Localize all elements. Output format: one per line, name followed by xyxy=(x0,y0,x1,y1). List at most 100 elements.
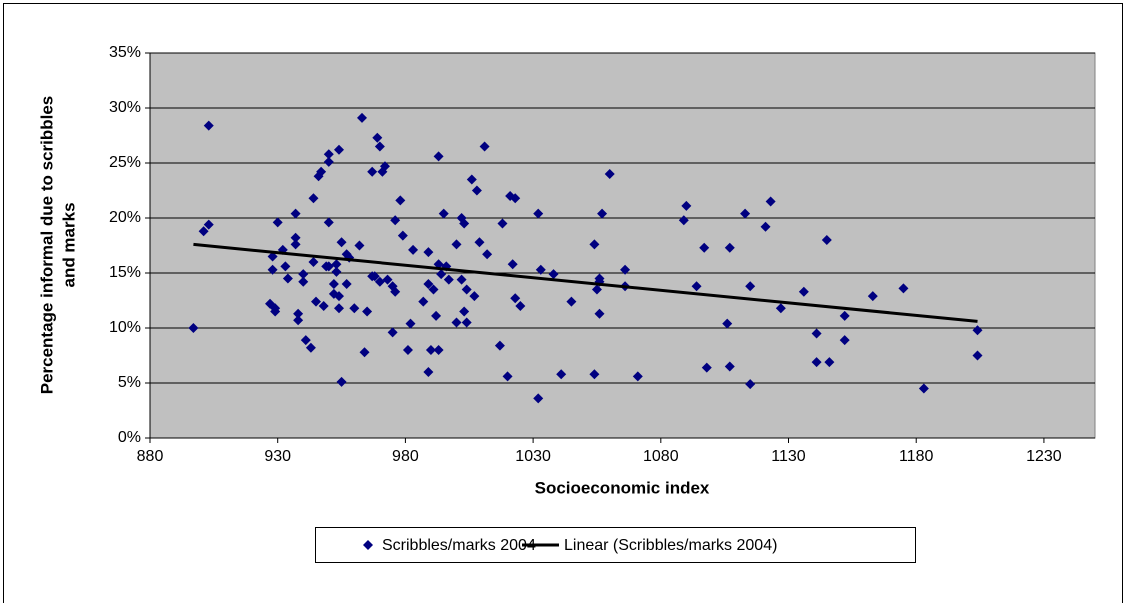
scatter-point xyxy=(331,259,342,270)
scatter-point xyxy=(821,235,832,245)
scatter-point xyxy=(691,281,702,292)
scatter-point xyxy=(431,310,442,321)
scatter-point xyxy=(839,335,850,346)
scatter-point xyxy=(198,226,209,237)
scatter-point xyxy=(699,242,710,253)
scatter-point xyxy=(591,284,602,295)
legend-label: Scribbles/marks 2004 xyxy=(382,537,536,554)
scatter-point xyxy=(423,367,434,377)
x-tick-label: 1080 xyxy=(643,448,679,465)
scatter-point xyxy=(436,269,447,280)
scatter-point xyxy=(459,306,470,317)
scatter-point xyxy=(589,239,600,250)
scatter-point xyxy=(566,296,577,307)
scatter-point xyxy=(267,251,278,262)
scatter-point xyxy=(507,259,518,270)
scatter-point xyxy=(740,208,751,219)
scatter-point xyxy=(298,269,309,280)
legend xyxy=(315,527,916,563)
scatter-point xyxy=(374,276,385,287)
scatter-point xyxy=(471,185,482,196)
scatter-point xyxy=(474,237,485,248)
scatter-point xyxy=(701,362,712,373)
scatter-point xyxy=(423,247,434,258)
scatter-point xyxy=(390,286,401,297)
y-tick-label: 20% xyxy=(109,209,141,226)
scatter-point xyxy=(482,249,493,260)
scatter-point xyxy=(290,232,301,243)
scatter-point xyxy=(765,196,776,207)
scatter-point xyxy=(203,219,214,230)
scatter-point xyxy=(270,306,281,317)
scatter-point xyxy=(318,301,329,311)
scatter-point xyxy=(681,200,692,211)
scatter-point xyxy=(395,195,406,206)
scatter-point xyxy=(397,230,408,241)
scatter-point xyxy=(390,215,401,226)
scatter-point xyxy=(308,257,319,267)
scatter-point xyxy=(515,301,526,311)
scatter-point xyxy=(867,291,878,302)
y-tick-label: 0% xyxy=(118,429,141,446)
scatter-point xyxy=(341,279,352,289)
y-axis-label: and marks xyxy=(59,202,78,287)
scatter-point xyxy=(349,303,360,314)
scatter-point xyxy=(589,369,600,380)
scatter-point xyxy=(408,244,419,255)
scatter-point xyxy=(745,379,756,390)
x-tick-label: 980 xyxy=(392,448,419,465)
scatter-point xyxy=(369,271,380,282)
scatter-point xyxy=(461,317,472,328)
y-tick-label: 10% xyxy=(109,319,141,336)
scatter-point xyxy=(305,342,316,353)
scatter-point xyxy=(379,161,390,172)
scatter-point xyxy=(367,166,378,177)
scatter-point xyxy=(972,350,983,361)
chart-border xyxy=(3,3,1123,603)
x-tick-label: 1180 xyxy=(899,448,934,465)
scatter-point xyxy=(510,193,521,204)
scatter-point xyxy=(443,274,454,285)
scatter-point xyxy=(323,217,334,228)
scatter-point xyxy=(505,191,516,201)
scatter-point xyxy=(811,357,822,368)
x-tick-label: 1030 xyxy=(515,448,551,465)
scatter-point xyxy=(456,274,467,285)
scatter-point xyxy=(918,383,929,394)
scatter-point xyxy=(510,293,521,304)
scatter-point xyxy=(760,221,771,232)
scatter-point xyxy=(359,347,370,358)
scatter-point xyxy=(433,259,444,270)
scatter-point xyxy=(678,215,689,226)
scatter-point xyxy=(839,310,850,321)
legend-marker xyxy=(363,540,373,550)
scatter-point xyxy=(898,283,909,294)
scatter-point xyxy=(293,308,304,319)
scatter-point xyxy=(745,281,756,292)
scatter-point xyxy=(597,208,608,219)
scatter-point xyxy=(300,335,311,346)
scatter-point xyxy=(334,144,344,155)
scatter-point xyxy=(604,169,615,179)
scatter-point xyxy=(972,325,983,336)
scatter-point xyxy=(466,174,477,185)
y-tick-label: 35% xyxy=(109,44,141,61)
scatter-point xyxy=(494,340,505,351)
scatter-point xyxy=(722,318,733,329)
scatter-point xyxy=(354,240,365,251)
y-tick-label: 25% xyxy=(109,154,141,171)
scatter-point xyxy=(298,276,309,287)
x-tick-label: 1130 xyxy=(771,448,806,465)
scatter-point xyxy=(387,327,398,338)
x-tick-label: 1230 xyxy=(1026,448,1062,465)
legend-label: Linear (Scribbles/marks 2004) xyxy=(564,537,777,554)
scatter-point xyxy=(323,156,334,167)
scatter-point xyxy=(533,393,544,404)
scatter-point xyxy=(293,315,304,326)
scatter-point xyxy=(356,112,367,123)
scatter-point xyxy=(316,166,327,177)
scatter-point xyxy=(336,237,347,248)
scatter-point xyxy=(323,149,334,160)
scatter-point xyxy=(323,261,334,272)
